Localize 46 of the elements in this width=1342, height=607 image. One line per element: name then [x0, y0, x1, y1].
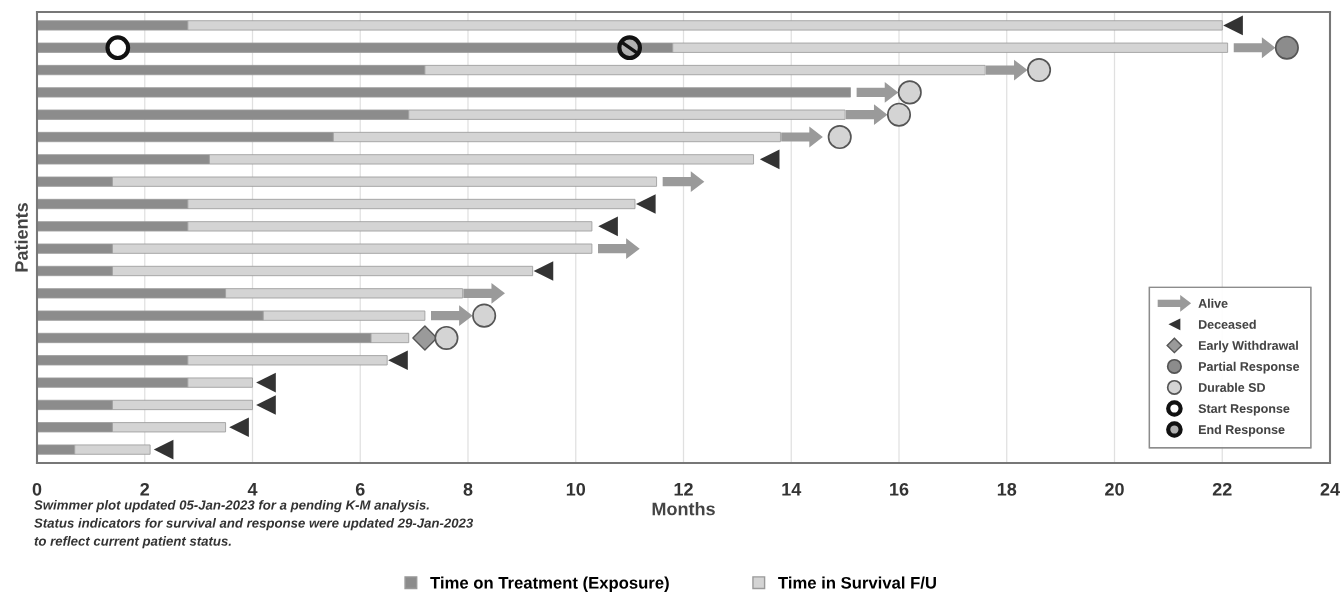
x-tick-label: 8 [463, 482, 473, 496]
point [1223, 15, 1243, 36]
x-tick-label: 10 [566, 482, 586, 496]
legend-label: Partial Response [1198, 361, 1300, 374]
point [105, 35, 131, 61]
point [472, 303, 497, 328]
x-tick-label: 16 [890, 482, 909, 496]
legend-label: Start Response [1198, 404, 1290, 416]
x-tick-label: 22 [1212, 482, 1232, 496]
x-tick-label: 12 [674, 482, 693, 496]
legend-label: Alive [1198, 298, 1228, 308]
point [827, 124, 852, 150]
x-axis-title: Months [652, 502, 715, 516]
legend-label: Durable SD [1198, 382, 1265, 392]
x-tick-label: 18 [997, 482, 1017, 496]
x-tick-label: 0 [32, 482, 42, 496]
point [886, 102, 912, 127]
legend-label: Time in Survival F/U [778, 576, 936, 589]
point [153, 439, 174, 460]
point [897, 80, 922, 105]
x-tick-label: 4 [247, 483, 258, 496]
point [256, 395, 276, 415]
point [635, 194, 656, 214]
x-tick-label: 20 [1105, 482, 1124, 496]
point [1027, 58, 1052, 83]
text: Swimmer plot updated 05-Jan-2023 for a pending K-M analysis. Status indicators for survival and response were updated 29-Jan-2023 to reflect current patient status. [34, 500, 474, 549]
x-tick-label: 14 [782, 483, 802, 496]
legend-label: End Response [1198, 424, 1285, 437]
point [533, 261, 554, 281]
x-tick-label: 2 [140, 482, 150, 496]
point [388, 350, 408, 371]
point [256, 372, 276, 393]
point [229, 417, 249, 438]
x-tick-label: 24 [1320, 482, 1340, 496]
point [617, 35, 643, 61]
point [434, 325, 459, 351]
legend-label: Deceased [1198, 319, 1256, 329]
legend-label: Early Withdrawal [1198, 340, 1298, 353]
point [759, 149, 780, 170]
legend-label: Time on Treatment (Exposure) [430, 576, 669, 592]
bar [37, 87, 851, 98]
x-tick-label: 6 [355, 482, 365, 496]
point [598, 216, 618, 237]
point [1274, 35, 1299, 60]
y-axis-title: Patients [14, 203, 28, 272]
point [412, 325, 438, 351]
